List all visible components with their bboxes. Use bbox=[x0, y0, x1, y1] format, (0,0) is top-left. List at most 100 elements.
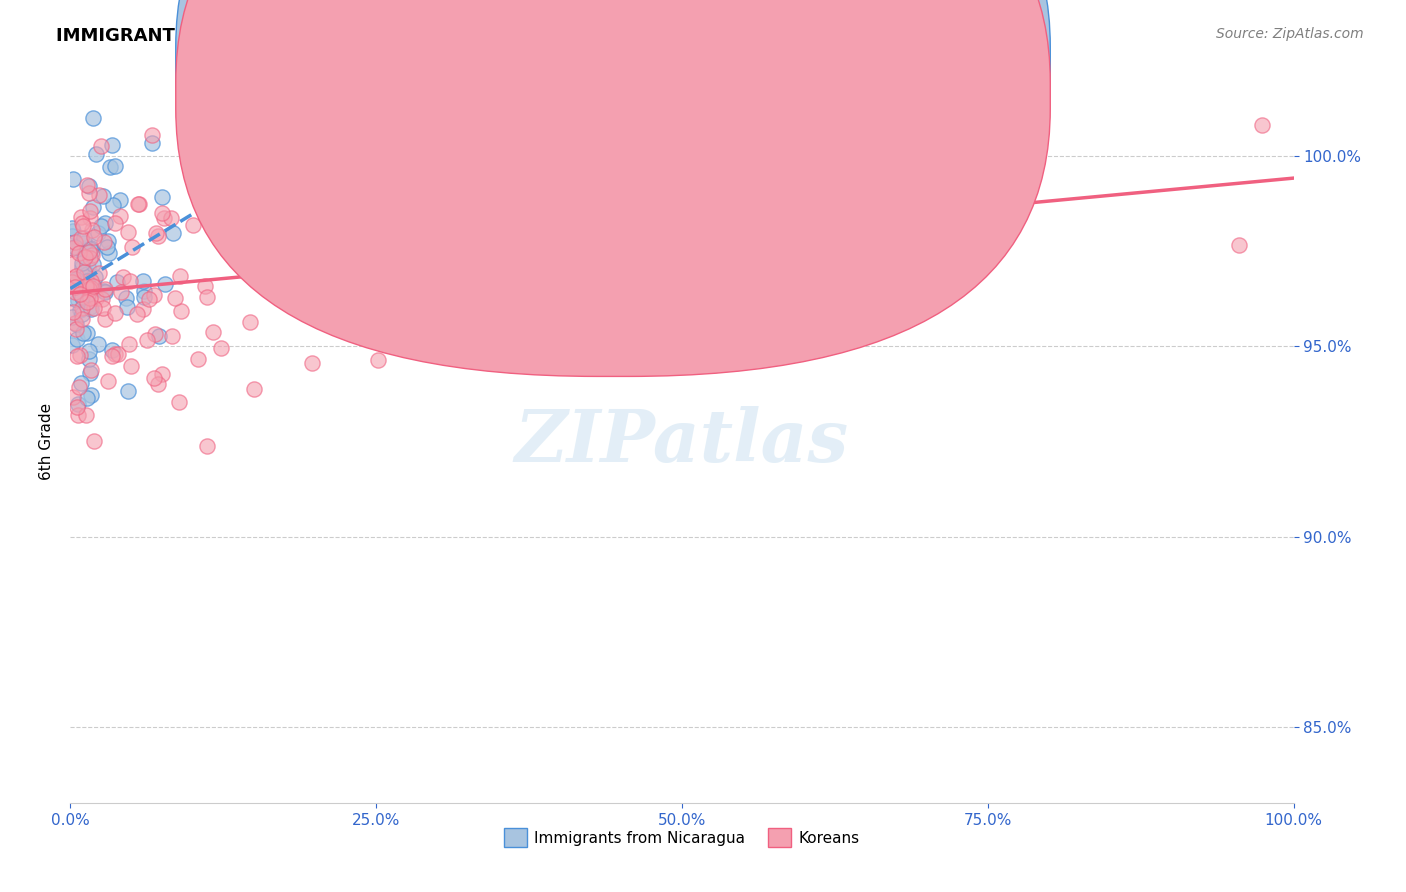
Point bbox=[91, 301, 114, 315]
Point bbox=[65, 321, 87, 335]
Point bbox=[79, 366, 101, 380]
Point bbox=[79, 301, 101, 316]
Point bbox=[101, 198, 124, 212]
Point bbox=[76, 295, 98, 310]
Point bbox=[73, 241, 96, 255]
Point bbox=[82, 257, 104, 271]
Point bbox=[169, 269, 191, 284]
Text: R = 0.137    N = 116: R = 0.137 N = 116 bbox=[612, 85, 814, 103]
Point bbox=[132, 285, 155, 299]
Point bbox=[76, 267, 98, 281]
Point bbox=[70, 312, 93, 326]
Point bbox=[79, 242, 101, 256]
Point bbox=[138, 293, 160, 307]
Point bbox=[80, 244, 103, 258]
Point bbox=[80, 241, 103, 255]
Point bbox=[104, 159, 127, 173]
Point bbox=[153, 211, 176, 225]
Point bbox=[165, 291, 187, 305]
Point bbox=[80, 248, 103, 262]
Point bbox=[105, 275, 128, 289]
Text: R = 0.192    N = 82: R = 0.192 N = 82 bbox=[612, 49, 803, 67]
Point bbox=[104, 305, 127, 319]
Point bbox=[72, 326, 94, 341]
Point bbox=[145, 226, 167, 240]
Point bbox=[162, 226, 184, 240]
Point bbox=[75, 279, 97, 293]
Point bbox=[136, 334, 159, 348]
Point bbox=[243, 383, 266, 397]
Point bbox=[72, 289, 94, 303]
Point bbox=[294, 227, 316, 241]
Point bbox=[87, 337, 110, 351]
Point bbox=[67, 397, 90, 411]
Point bbox=[118, 274, 141, 288]
Point bbox=[150, 190, 173, 204]
Point bbox=[79, 291, 101, 305]
Point bbox=[77, 282, 100, 296]
Point bbox=[323, 178, 346, 193]
Point bbox=[62, 241, 84, 255]
Point bbox=[60, 221, 83, 235]
Point bbox=[76, 178, 98, 192]
Point bbox=[107, 346, 129, 360]
Point bbox=[100, 343, 122, 357]
Point bbox=[65, 272, 87, 286]
Point bbox=[60, 275, 83, 289]
Point bbox=[132, 274, 155, 288]
Point bbox=[150, 205, 173, 219]
Point bbox=[69, 285, 91, 299]
Point bbox=[101, 349, 124, 363]
Point bbox=[79, 300, 101, 314]
Point bbox=[65, 349, 87, 363]
Point bbox=[82, 279, 104, 293]
Point bbox=[62, 271, 84, 285]
Point bbox=[115, 300, 138, 314]
Point bbox=[132, 301, 155, 316]
Point bbox=[69, 302, 91, 317]
Point bbox=[142, 371, 165, 385]
Point bbox=[84, 146, 107, 161]
Point bbox=[150, 368, 173, 382]
Point bbox=[70, 307, 93, 321]
Point bbox=[209, 341, 232, 355]
Text: ZIPatlas: ZIPatlas bbox=[515, 406, 849, 477]
Point bbox=[1251, 118, 1274, 132]
Point bbox=[110, 285, 132, 300]
Point bbox=[73, 236, 96, 251]
Point bbox=[194, 278, 217, 293]
Point bbox=[87, 187, 110, 202]
Point bbox=[100, 138, 122, 153]
Point bbox=[288, 73, 311, 87]
Point bbox=[90, 219, 112, 233]
Point bbox=[146, 229, 169, 244]
Point bbox=[146, 377, 169, 392]
Point bbox=[72, 219, 94, 234]
Point bbox=[96, 240, 118, 254]
Point bbox=[277, 230, 299, 244]
Point bbox=[93, 285, 115, 299]
Point bbox=[83, 270, 105, 285]
Point bbox=[83, 301, 105, 316]
Point bbox=[87, 266, 110, 280]
Point bbox=[115, 291, 138, 305]
Text: Source: ZipAtlas.com: Source: ZipAtlas.com bbox=[1216, 27, 1364, 41]
Point bbox=[66, 332, 89, 346]
Point bbox=[181, 218, 204, 232]
Point bbox=[86, 291, 108, 305]
Point bbox=[73, 250, 96, 264]
Point bbox=[80, 274, 103, 288]
Point bbox=[97, 235, 120, 249]
Point bbox=[169, 303, 191, 318]
Point bbox=[239, 315, 262, 329]
Point bbox=[66, 408, 89, 422]
Point bbox=[111, 270, 134, 285]
Point bbox=[117, 337, 139, 351]
Point bbox=[202, 325, 225, 339]
Point bbox=[117, 225, 139, 239]
Point bbox=[76, 326, 98, 340]
Point bbox=[70, 376, 93, 390]
Point bbox=[82, 111, 104, 125]
Point bbox=[72, 301, 94, 315]
Point bbox=[63, 277, 86, 292]
